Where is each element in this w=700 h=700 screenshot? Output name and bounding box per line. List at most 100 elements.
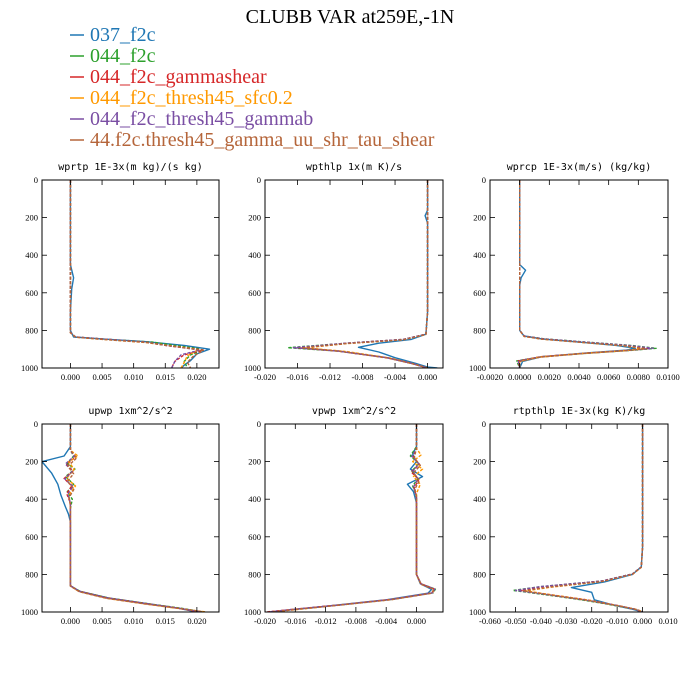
panel-6-ytick-label-2: 200 [473, 457, 486, 467]
panel-3-series-2 [516, 180, 657, 368]
legend-label-2: 044_f2c [90, 45, 156, 67]
panel-6-series-1 [570, 424, 644, 612]
panel-1-series-6 [69, 180, 204, 368]
panel-6-xtick-label-6: -0.010 [606, 616, 628, 626]
panel-1-series-3 [69, 180, 204, 368]
panel-1-title: wprtp 1E-3x(m kg)/(s kg) [58, 162, 203, 173]
panel-1-series-4 [69, 180, 198, 368]
legend-entry-6: 44.f2c.thresh45_gamma_uu_shr_tau_shear [70, 129, 435, 151]
panel-5-series-2 [268, 424, 437, 612]
legend-entry-4: 044_f2c_thresh45_sfc0.2 [70, 87, 293, 109]
panel-5-series-4 [274, 424, 435, 612]
panel-6-ytick-label-1: 0 [482, 419, 486, 429]
panel-3-series-6 [519, 180, 647, 368]
panel-6-ytick-label-6: 1000 [469, 607, 486, 617]
panel-4-series-5 [64, 424, 203, 612]
panel-2-xtick-label-4: -0.008 [352, 372, 374, 382]
panel-4-series-4 [65, 424, 207, 612]
figure-title: CLUBB VAR at259E,-1N [246, 6, 455, 28]
panel-6-xtick-label-8: 0.010 [658, 616, 677, 626]
panel-2-xtick-label-1: -0.020 [254, 372, 276, 382]
panel-3-ytick-label-6: 1000 [469, 363, 486, 373]
panel-6-xtick-label-4: -0.030 [555, 616, 577, 626]
panel-6-xtick-label-7: 0.000 [633, 616, 652, 626]
panel-2-ytick-label-1: 0 [257, 175, 261, 185]
panel-4-ytick-label-6: 1000 [21, 607, 38, 617]
panel-5-ytick-label-5: 800 [248, 569, 261, 579]
panel-3-xtick-label-2: 0.0000 [508, 372, 531, 382]
panel-2: wpthlp 1x(m K)/s -0.020 -0.016 -0.012 -0.008… [244, 162, 444, 382]
panel-2-xtick-label-3: -0.012 [319, 372, 341, 382]
panel-2-xtick-label-6: 0.000 [418, 372, 437, 382]
panel-2-frame [264, 179, 444, 369]
panel-1-plot-area [69, 180, 211, 368]
panel-4-xtick-label-5: 0.020 [187, 616, 206, 626]
panel-1-series-5 [69, 180, 201, 368]
panel-2-ytick-label-3: 400 [248, 250, 261, 260]
panel-5-xtick-label-4: -0.008 [345, 616, 367, 626]
panel-2-ytick-label-2: 200 [248, 213, 261, 223]
panel-1-frame [41, 179, 220, 369]
panel-4-title: upwp 1xm^2/s^2 [88, 406, 172, 417]
panel-3-xtick-label-6: 0.0080 [627, 372, 650, 382]
panel-3-xtick-label-5: 0.0060 [597, 372, 620, 382]
panel-3-frame [489, 179, 669, 369]
panel-5-ytick-label-3: 400 [248, 494, 261, 504]
panel-4-xtick-label-2: 0.005 [92, 616, 111, 626]
panel-3-xtick-label-3: 0.0020 [538, 372, 561, 382]
panel-3-xtick-label-1: -0.0020 [477, 372, 503, 382]
panel-1-xtick-label-1: 0.000 [61, 372, 80, 382]
panel-1: wprtp 1E-3x(m kg)/(s kg) 0.000 0.005 0.010 0… [21, 162, 220, 382]
panel-2-xtick-label-2: -0.016 [287, 372, 309, 382]
panel-6-ytick-label-4: 600 [473, 532, 486, 542]
panel-6-xtick-label-1: -0.060 [479, 616, 501, 626]
panel-6-xtick-label-3: -0.040 [530, 616, 552, 626]
legend-entry-3: 044_f2c_gammashear [70, 66, 267, 88]
panel-5-xtick-label-5: -0.004 [375, 616, 398, 626]
panel-2-xtick-label-5: -0.004 [384, 372, 407, 382]
legend: 037_f2c 044_f2c 044_f2c_gammashear 044_f… [70, 24, 435, 151]
panel-3-ytick-label-1: 0 [482, 175, 486, 185]
panel-6-xtick-label-5: -0.020 [581, 616, 603, 626]
legend-entry-5: 044_f2c_thresh45_gammab [70, 108, 313, 130]
panel-1-xtick-label-2: 0.005 [92, 372, 111, 382]
panel-6-title: rtpthlp 1E-3x(kg K)/kg [513, 406, 645, 417]
panel-3-ytick-label-4: 600 [473, 288, 486, 298]
panel-4-xtick-label-3: 0.010 [124, 616, 143, 626]
panel-3-ytick-label-3: 400 [473, 250, 486, 260]
panel-3-plot-area [516, 180, 657, 368]
panel-grid: wprtp 1E-3x(m kg)/(s kg) 0.000 0.005 0.010 0… [21, 162, 680, 626]
panel-3-series-1 [519, 180, 637, 368]
panel-1-ytick-label-3: 400 [25, 250, 38, 260]
panel-5-ytick-label-2: 200 [248, 457, 261, 467]
panel-1-xtick-label-5: 0.020 [187, 372, 206, 382]
panel-6-series-6 [522, 424, 644, 612]
panel-3: wprcp 1E-3x(m/s) (kg/kg) -0.0020 0.0000 0.0… [469, 162, 680, 382]
panel-1-series-1 [69, 180, 211, 368]
panel-4-ytick-label-5: 800 [25, 569, 38, 579]
legend-label-6: 44.f2c.thresh45_gamma_uu_shr_tau_shear [90, 129, 435, 151]
panel-1-xtick-label-3: 0.010 [124, 372, 143, 382]
panel-5-series-3 [266, 424, 436, 612]
panel-1-series-2 [69, 180, 204, 368]
panel-6-ytick-label-3: 400 [473, 494, 486, 504]
panel-4-ytick-label-1: 0 [34, 419, 38, 429]
panel-2-series-1 [357, 180, 438, 368]
panel-1-ytick-label-6: 1000 [21, 363, 38, 373]
panel-5-xtick-label-6: 0.000 [407, 616, 426, 626]
panel-6-ytick-label-5: 800 [473, 569, 486, 579]
panel-3-ytick-label-2: 200 [473, 213, 486, 223]
panel-1-xtick-label-4: 0.015 [156, 372, 175, 382]
panel-4-series-6 [66, 424, 205, 612]
panel-1-ytick-label-1: 0 [34, 175, 38, 185]
panel-5-series-5 [267, 424, 436, 612]
panel-5-xtick-label-3: -0.012 [315, 616, 337, 626]
legend-label-3: 044_f2c_gammashear [90, 66, 267, 88]
panel-1-ytick-label-5: 800 [25, 325, 38, 335]
legend-label-1: 037_f2c [90, 24, 156, 46]
panel-4-plot-area [42, 424, 207, 612]
panel-4-xtick-label-1: 0.000 [61, 616, 80, 626]
panel-6-series-3 [519, 424, 644, 612]
panel-4-series-2 [64, 424, 204, 612]
panel-5: vpwp 1xm^2/s^2 -0.020 -0.016 -0.012 -0.008 -0… [244, 406, 444, 626]
